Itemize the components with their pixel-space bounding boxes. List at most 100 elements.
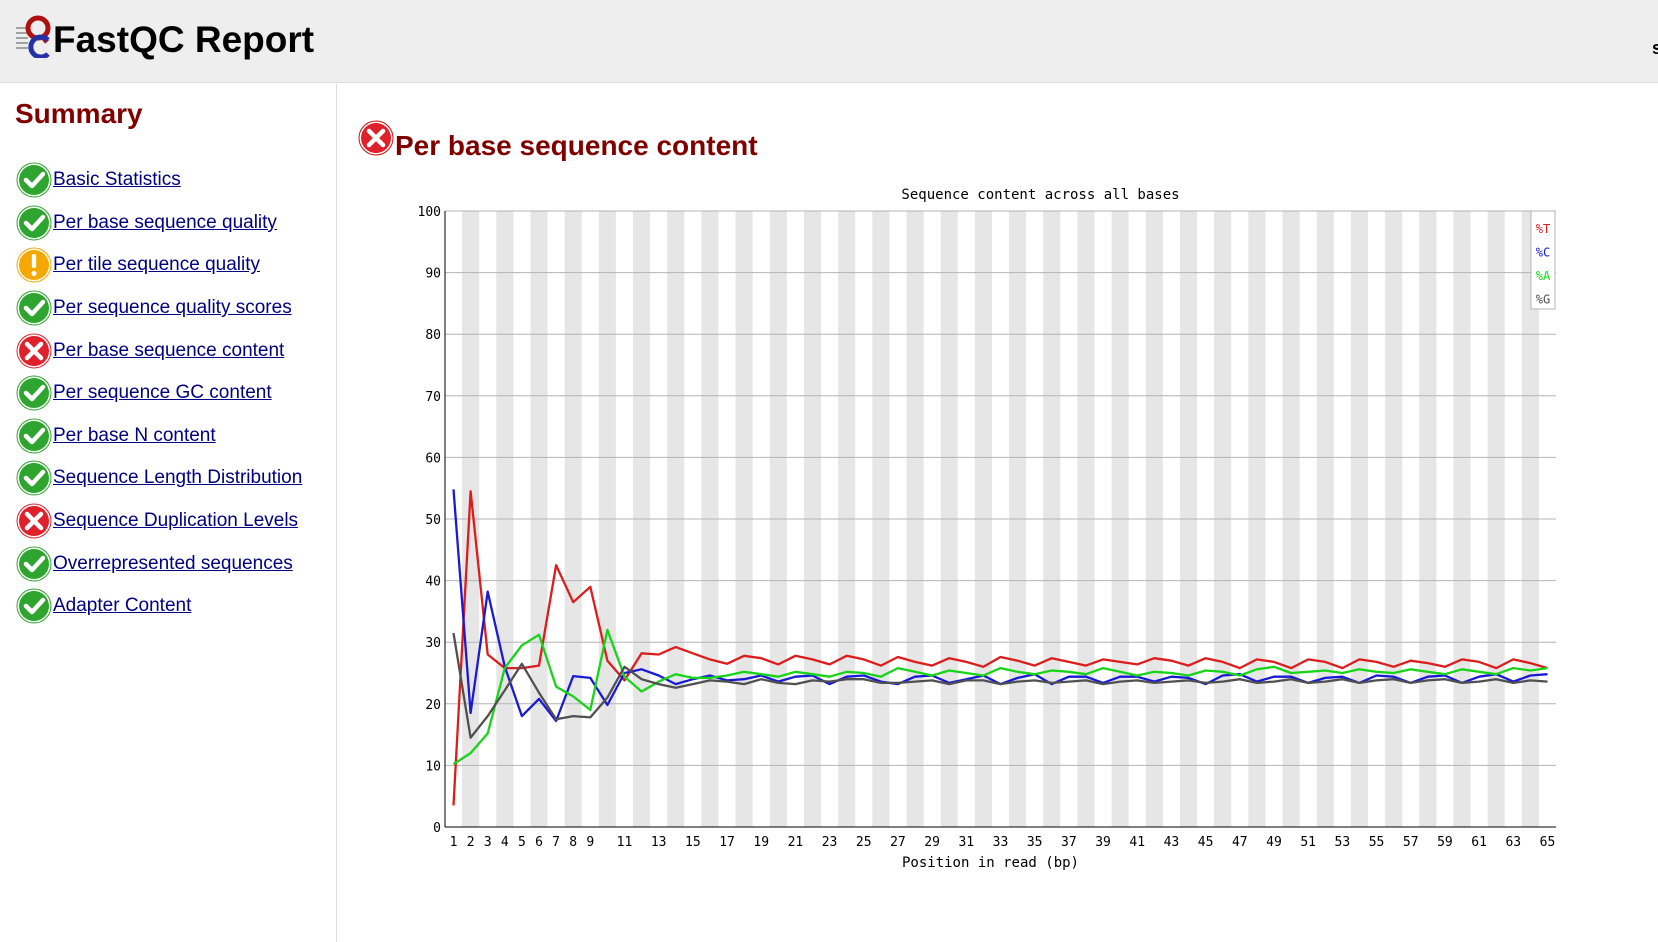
x-tick-label: 17 bbox=[719, 835, 735, 850]
y-tick-label: 80 bbox=[425, 328, 441, 343]
header-right-text: s bbox=[1651, 38, 1658, 58]
error-icon bbox=[16, 333, 52, 369]
y-tick-label: 100 bbox=[418, 205, 441, 220]
check-icon bbox=[16, 375, 52, 411]
y-tick-label: 0 bbox=[433, 821, 441, 836]
x-tick-label: 59 bbox=[1437, 835, 1453, 850]
x-tick-label: 9 bbox=[586, 835, 594, 850]
x-tick-label: 23 bbox=[822, 835, 838, 850]
y-tick-label: 30 bbox=[425, 636, 441, 651]
x-tick-label: 39 bbox=[1095, 835, 1111, 850]
x-tick-label: 27 bbox=[890, 835, 906, 850]
module-item: Per sequence quality scores bbox=[16, 287, 302, 330]
x-tick-label: 11 bbox=[617, 835, 633, 850]
module-item: Basic Statistics bbox=[16, 159, 302, 202]
legend-box bbox=[1530, 210, 1556, 310]
check-icon bbox=[16, 588, 52, 624]
x-tick-label: 29 bbox=[924, 835, 940, 850]
module-list: Basic Statistics Per base sequence qualit… bbox=[16, 159, 302, 628]
module-item: Sequence Duplication Levels bbox=[16, 500, 302, 543]
legend-entry: %G bbox=[1536, 293, 1550, 307]
module-link[interactable]: Per base sequence quality bbox=[53, 211, 277, 233]
module-item: Per base sequence quality bbox=[16, 202, 302, 245]
x-tick-label: 53 bbox=[1335, 835, 1351, 850]
x-tick-label: 55 bbox=[1369, 835, 1385, 850]
y-tick-label: 60 bbox=[425, 451, 441, 466]
y-tick-label: 50 bbox=[425, 513, 441, 528]
x-tick-label: 3 bbox=[484, 835, 492, 850]
main-content: Per base sequence content bbox=[338, 84, 1658, 942]
series-line-pct-c bbox=[452, 489, 1548, 723]
module-link[interactable]: Basic Statistics bbox=[53, 169, 181, 191]
report-title: FastQC Report bbox=[53, 19, 315, 60]
x-tick-label: 33 bbox=[993, 835, 1009, 850]
check-icon bbox=[16, 162, 52, 198]
legend-entry: %T bbox=[1536, 222, 1550, 236]
sequence-content-chart: Sequence content across all bases 0 10 20 30… bbox=[418, 187, 1556, 871]
module-item: Per tile sequence quality bbox=[16, 244, 302, 287]
report-header: FastQC Report s bbox=[0, 0, 1658, 83]
module-link[interactable]: Overrepresented sequences bbox=[53, 552, 293, 574]
x-tick-label: 41 bbox=[1129, 835, 1145, 850]
x-tick-label: 7 bbox=[552, 835, 560, 850]
module-item: Per sequence GC content bbox=[16, 372, 302, 415]
x-tick-label: 45 bbox=[1198, 835, 1214, 850]
check-icon bbox=[16, 290, 52, 326]
check-icon bbox=[16, 418, 52, 454]
y-tick-label: 90 bbox=[425, 267, 441, 282]
x-tick-label: 61 bbox=[1471, 835, 1487, 850]
module-item: Sequence Length Distribution bbox=[16, 457, 302, 500]
error-icon bbox=[16, 503, 52, 539]
x-tick-label: 6 bbox=[535, 835, 543, 850]
check-icon bbox=[16, 205, 52, 241]
x-tick-label: 37 bbox=[1061, 835, 1077, 850]
module-link[interactable]: Sequence Duplication Levels bbox=[53, 510, 299, 532]
legend-entry: %A bbox=[1536, 269, 1551, 283]
x-axis-label: Position in read (bp) bbox=[902, 855, 1079, 871]
y-tick-label: 20 bbox=[425, 698, 441, 713]
x-tick-label: 51 bbox=[1300, 835, 1316, 850]
x-tick-label: 19 bbox=[753, 835, 769, 850]
x-tick-label: 13 bbox=[651, 835, 667, 850]
module-item: Per base sequence content bbox=[16, 329, 302, 372]
section-title: Per base sequence content bbox=[395, 130, 758, 161]
summary-sidebar: Summary Basic Statistics Per base sequenc… bbox=[0, 84, 337, 942]
x-tick-label: 4 bbox=[501, 835, 509, 850]
module-link[interactable]: Per base N content bbox=[53, 424, 216, 446]
x-tick-label: 31 bbox=[958, 835, 974, 850]
series-line-pct-a bbox=[452, 628, 1548, 766]
module-link[interactable]: Per sequence quality scores bbox=[53, 297, 292, 319]
legend-entry: %C bbox=[1536, 246, 1550, 260]
x-tick-label: 25 bbox=[856, 835, 872, 850]
fastqc-logo-icon bbox=[16, 15, 51, 58]
module-link[interactable]: Per base sequence content bbox=[53, 339, 285, 361]
series-line-pct-g bbox=[452, 632, 1548, 739]
x-tick-label: 49 bbox=[1266, 835, 1282, 850]
y-tick-label: 40 bbox=[425, 575, 441, 590]
module-link[interactable]: Adapter Content bbox=[53, 595, 192, 617]
x-tick-label: 1 bbox=[450, 835, 458, 850]
series-line-pct-t bbox=[452, 490, 1548, 806]
x-tick-label: 35 bbox=[1027, 835, 1043, 850]
warning-icon bbox=[16, 247, 52, 283]
module-item: Adapter Content bbox=[16, 585, 302, 628]
x-tick-label: 43 bbox=[1164, 835, 1180, 850]
module-link[interactable]: Per tile sequence quality bbox=[53, 254, 261, 276]
error-icon bbox=[358, 120, 394, 156]
y-tick-label: 70 bbox=[425, 390, 441, 405]
x-tick-label: 21 bbox=[788, 835, 804, 850]
module-item: Overrepresented sequences bbox=[16, 542, 302, 585]
check-icon bbox=[16, 460, 52, 496]
module-link[interactable]: Sequence Length Distribution bbox=[53, 467, 303, 489]
x-tick-label: 2 bbox=[467, 835, 475, 850]
x-tick-label: 57 bbox=[1403, 835, 1419, 850]
x-tick-label: 63 bbox=[1505, 835, 1521, 850]
y-tick-label: 10 bbox=[425, 759, 441, 774]
module-link[interactable]: Per sequence GC content bbox=[53, 382, 272, 404]
check-icon bbox=[16, 546, 52, 582]
x-tick-label: 8 bbox=[569, 835, 577, 850]
summary-title: Summary bbox=[15, 98, 143, 129]
x-tick-label: 65 bbox=[1540, 835, 1556, 850]
x-tick-label: 15 bbox=[685, 835, 701, 850]
chart-title: Sequence content across all bases bbox=[901, 187, 1179, 203]
